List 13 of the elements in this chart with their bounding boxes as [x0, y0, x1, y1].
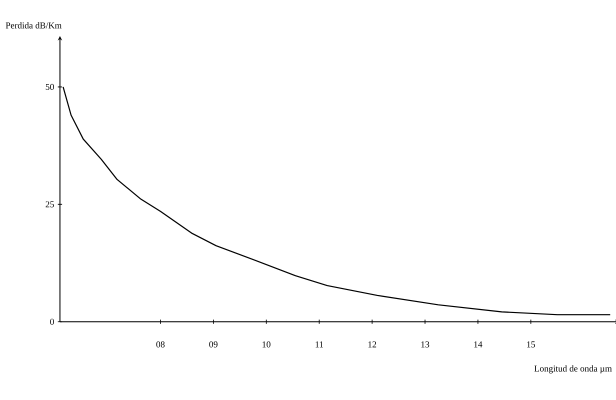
y-tick-label: 0 [50, 318, 54, 325]
x-tick-label: 12 [368, 342, 376, 348]
x-tick-label: 14 [474, 342, 482, 348]
x-tick-label: 15 [527, 342, 535, 348]
y-tick-label: 50 [46, 84, 54, 90]
x-tick-label: 11 [316, 342, 324, 348]
x-tick-label: 10 [262, 342, 270, 348]
y-axis-title: Perdida dB/Km [6, 22, 62, 29]
x-tick-label: 13 [421, 342, 430, 348]
x-tick-label: 08 [156, 342, 165, 348]
x-axis-title: Longitud de onda µm [534, 365, 612, 374]
y-tick-label: 25 [46, 201, 54, 208]
x-tick-label: 09 [209, 342, 218, 348]
